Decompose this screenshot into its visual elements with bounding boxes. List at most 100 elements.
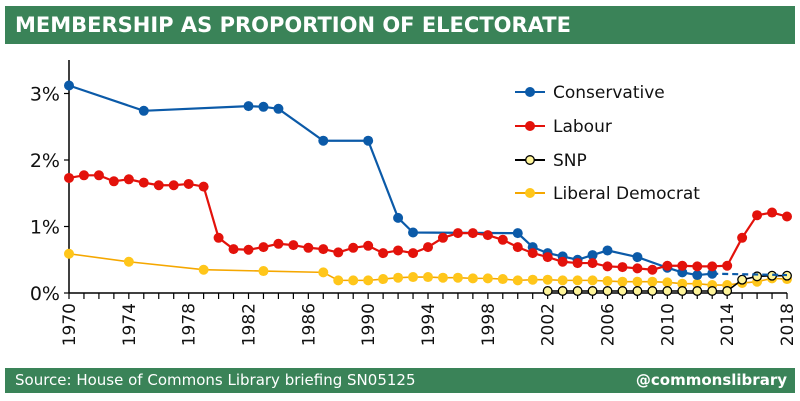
data-point — [722, 260, 733, 271]
data-point — [557, 275, 568, 286]
data-point — [647, 286, 658, 296]
dashed-extension-line — [712, 272, 788, 277]
legend-label: SNP — [553, 151, 587, 171]
data-point — [542, 252, 553, 263]
data-point — [78, 170, 89, 181]
legend-marker — [525, 155, 535, 165]
data-point — [378, 274, 389, 285]
data-point — [692, 270, 703, 281]
legend-item: Liberal Democrat — [515, 184, 700, 204]
data-point — [273, 103, 284, 114]
data-point — [393, 245, 404, 256]
data-point — [228, 244, 239, 255]
data-point — [557, 256, 568, 267]
series-line — [68, 84, 713, 277]
data-point — [677, 286, 688, 296]
data-point — [602, 276, 613, 287]
data-point — [602, 286, 613, 296]
data-point — [647, 264, 658, 275]
data-point — [707, 286, 718, 296]
x-tick-label: 1978 — [180, 303, 200, 346]
data-point — [647, 276, 658, 287]
data-point — [437, 272, 448, 283]
data-point — [467, 228, 478, 239]
data-point — [378, 248, 389, 259]
legend-item: Conservative — [515, 83, 665, 103]
data-point — [662, 277, 673, 288]
data-point — [527, 248, 538, 259]
data-point — [258, 242, 269, 253]
x-tick-label: 1990 — [359, 303, 379, 346]
data-point — [617, 262, 628, 273]
legend-marker — [525, 121, 535, 131]
data-point — [767, 207, 778, 218]
data-point — [557, 286, 568, 296]
data-point — [542, 274, 553, 285]
data-point — [677, 278, 688, 289]
data-point — [512, 242, 523, 253]
data-point — [168, 180, 179, 191]
x-tick-label: 2018 — [778, 303, 798, 346]
data-point — [408, 248, 419, 259]
x-tick-label: 1970 — [60, 303, 80, 346]
data-point — [183, 178, 194, 189]
data-point — [497, 274, 508, 285]
data-point — [258, 101, 269, 112]
data-point — [408, 227, 419, 238]
data-point — [363, 135, 374, 146]
data-point — [198, 264, 209, 275]
data-point — [722, 286, 733, 296]
legend-label: Conservative — [553, 83, 665, 103]
x-tick-label: 1994 — [419, 303, 439, 346]
data-point — [782, 211, 792, 222]
data-point — [512, 228, 523, 239]
data-point — [572, 275, 583, 286]
data-point — [692, 261, 703, 272]
legend-label: Liberal Democrat — [553, 184, 700, 204]
data-point — [333, 275, 344, 286]
legend-label: Labour — [553, 117, 612, 137]
data-point — [393, 272, 404, 283]
data-point — [408, 272, 419, 283]
data-point — [632, 263, 643, 274]
data-point — [602, 261, 613, 272]
x-tick-label: 2002 — [539, 303, 559, 346]
data-point — [123, 174, 134, 185]
data-point — [707, 268, 718, 279]
data-point — [542, 286, 553, 296]
data-point — [243, 101, 254, 112]
data-point — [64, 248, 74, 259]
footer: Source: House of Commons Library briefin… — [5, 368, 795, 393]
data-point — [587, 258, 598, 269]
y-tick-label: 0% — [30, 283, 60, 305]
data-point — [587, 250, 598, 261]
x-tick-label: 2010 — [658, 303, 678, 346]
data-point — [482, 230, 493, 241]
chart-title: MEMBERSHIP AS PROPORTION OF ELECTORATE — [5, 6, 795, 44]
data-point — [752, 210, 763, 221]
data-point — [737, 232, 748, 243]
data-point — [452, 272, 463, 283]
y-tick-label: 3% — [30, 84, 60, 106]
data-point — [363, 275, 374, 286]
data-point — [303, 242, 314, 253]
data-point — [632, 252, 643, 263]
data-point — [243, 244, 254, 255]
data-point — [318, 135, 329, 146]
data-point — [288, 240, 299, 251]
x-tick-label: 2006 — [599, 303, 619, 346]
data-point — [632, 286, 643, 296]
data-point — [497, 234, 508, 245]
data-point — [318, 244, 329, 255]
data-point — [108, 176, 119, 187]
data-point — [153, 180, 164, 191]
data-point — [318, 267, 329, 278]
data-point — [348, 242, 359, 253]
legend-marker — [525, 87, 535, 97]
data-point — [437, 232, 448, 243]
source-note: Source: House of Commons Library briefin… — [15, 371, 416, 389]
data-point — [363, 240, 374, 251]
x-tick-label: 2014 — [718, 303, 738, 346]
data-point — [138, 177, 149, 188]
